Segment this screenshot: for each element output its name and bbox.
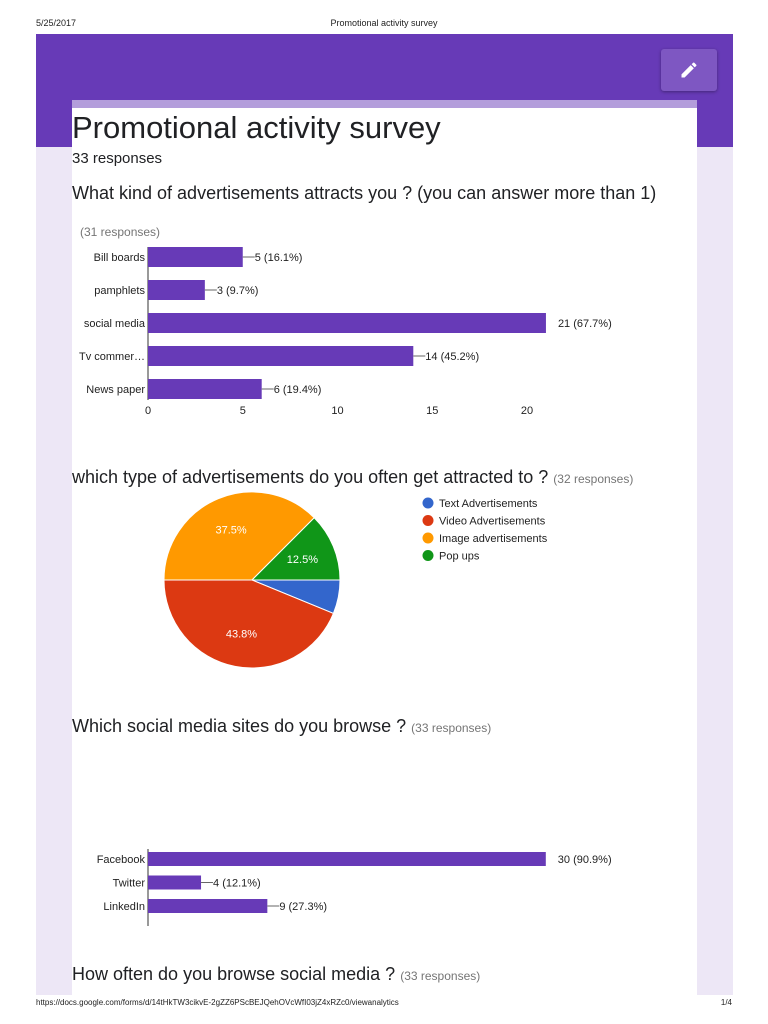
question-3-bar-chart: Facebook 30 (90.9%) Twitter 4 (12.1%) Linked… xyxy=(97,849,612,926)
pie-slice xyxy=(250,517,341,581)
pie-slice xyxy=(163,579,335,669)
data-label: 4 (12.1%) xyxy=(213,878,261,890)
category-label: pamphlets xyxy=(94,285,145,297)
legend-label: Pop ups xyxy=(439,551,480,563)
slice-label: 43.8% xyxy=(226,629,257,641)
question-3-text: Which social media sites do you browse ? xyxy=(72,716,407,736)
legend-swatch xyxy=(422,550,434,561)
x-tick-label: 15 xyxy=(426,405,438,417)
print-title: Promotional activity survey xyxy=(330,18,438,28)
question-1-title: What kind of advertisements attracts you… xyxy=(72,182,697,204)
question-2-responses: (32 responses) xyxy=(553,472,634,486)
x-tick-label: 20 xyxy=(521,405,533,417)
data-label: 9 (27.3%) xyxy=(279,901,327,913)
print-url: https://docs.google.com/forms/d/14tHkTW3… xyxy=(36,998,399,1007)
data-label: 3 (9.7%) xyxy=(217,285,259,297)
legend-label: Video Advertisements xyxy=(439,516,546,528)
data-label: 30 (90.9%) xyxy=(558,854,612,866)
question-1-responses: (31 responses) xyxy=(80,225,161,239)
question-3-responses: (33 responses) xyxy=(411,721,492,735)
slice-label: 37.5% xyxy=(216,525,247,537)
question-2-text: which type of advertisements do you ofte… xyxy=(72,467,549,487)
bar xyxy=(148,875,202,890)
category-label: LinkedIn xyxy=(103,901,145,913)
question-2-pie-chart: 43.8% 37.5% 12.5% Text Advertisements Video … xyxy=(163,491,548,669)
category-label: Twitter xyxy=(113,878,146,890)
data-label: 14 (45.2%) xyxy=(425,351,479,363)
question-4-responses: (33 responses) xyxy=(400,969,481,983)
question-2-title: which type of advertisements do you ofte… xyxy=(72,466,633,490)
data-label: 5 (16.1%) xyxy=(255,252,303,264)
pie-slice xyxy=(163,491,315,581)
question-4-text: How often do you browse social media ? xyxy=(72,964,396,984)
question-1-bar-chart: Bill boards 5 (16.1%) pamphlets 3 (9.7%) soc… xyxy=(79,247,612,417)
legend-swatch xyxy=(422,497,434,509)
form-title: Promotional activity survey xyxy=(72,110,441,145)
data-label: 6 (19.4%) xyxy=(274,384,322,396)
bar xyxy=(148,280,205,300)
x-tick-label: 0 xyxy=(145,405,151,417)
legend-swatch xyxy=(422,532,434,544)
card-accent-bar xyxy=(72,100,697,108)
question-1-text: What kind of advertisements attracts you… xyxy=(72,183,657,203)
question-4-title: How often do you browse social media ? (… xyxy=(72,963,480,987)
print-footer: https://docs.google.com/forms/d/14tHkTW3… xyxy=(0,996,768,1024)
category-label: Facebook xyxy=(97,854,146,866)
bar xyxy=(148,247,243,267)
question-3-title: Which social media sites do you browse ?… xyxy=(72,715,491,739)
category-label: Tv commer… xyxy=(79,351,145,363)
pencil-icon xyxy=(681,62,697,78)
edit-form-button[interactable] xyxy=(661,49,717,91)
response-count: 33 responses xyxy=(72,150,163,167)
print-date: 5/25/2017 xyxy=(36,18,77,28)
bar xyxy=(148,346,414,366)
bar xyxy=(148,313,546,333)
print-page-number: 1/4 xyxy=(720,998,732,1007)
slice-label: 12.5% xyxy=(287,554,318,566)
category-label: social media xyxy=(84,318,146,330)
category-label: News paper xyxy=(86,384,145,396)
x-tick-label: 5 xyxy=(240,405,246,417)
bar xyxy=(148,852,546,866)
bar xyxy=(148,899,268,913)
print-header: 5/25/2017 Promotional activity survey xyxy=(0,0,768,34)
legend-label: Image advertisements xyxy=(439,533,548,545)
bar xyxy=(148,379,262,399)
x-tick-label: 10 xyxy=(331,405,343,417)
data-label: 21 (67.7%) xyxy=(558,318,612,330)
category-label: Bill boards xyxy=(94,252,146,264)
legend-label: Text Advertisements xyxy=(439,498,538,510)
legend-swatch xyxy=(422,515,434,526)
